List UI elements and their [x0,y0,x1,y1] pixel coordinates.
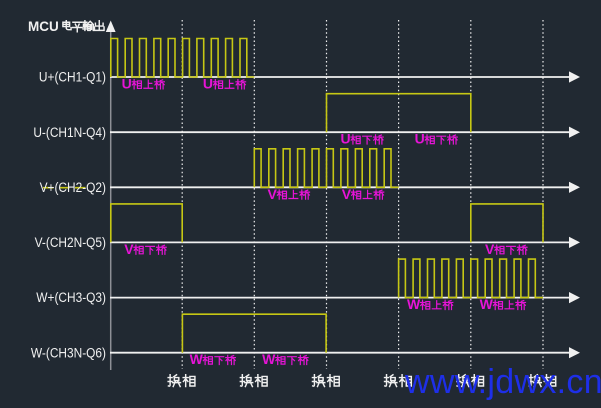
svg-text:U: U [122,76,132,92]
svg-text:W: W [190,351,204,367]
svg-text:V: V [342,186,352,202]
svg-text:W: W [480,296,494,312]
svg-text:V: V [485,241,495,257]
svg-text:V+(CH2-Q2): V+(CH2-Q2) [40,179,106,195]
svg-text:MCU: MCU [28,19,59,34]
svg-text:W: W [407,296,421,312]
svg-text:V: V [268,186,278,202]
svg-text:V-(CH2N-Q5): V-(CH2N-Q5) [35,234,106,250]
svg-text:www.jdwx.cn: www.jdwx.cn [404,363,601,401]
svg-text:W+(CH3-Q3): W+(CH3-Q3) [36,289,106,305]
svg-text:U: U [415,131,425,147]
svg-text:U+(CH1-Q1): U+(CH1-Q1) [39,69,106,85]
svg-text:V: V [124,241,134,257]
svg-text:W: W [262,351,276,367]
svg-text:W-(CH3N-Q6): W-(CH3N-Q6) [31,344,106,360]
svg-text:U: U [340,131,350,147]
svg-text:U: U [203,76,213,92]
svg-text:U-(CH1N-Q4): U-(CH1N-Q4) [33,124,106,140]
